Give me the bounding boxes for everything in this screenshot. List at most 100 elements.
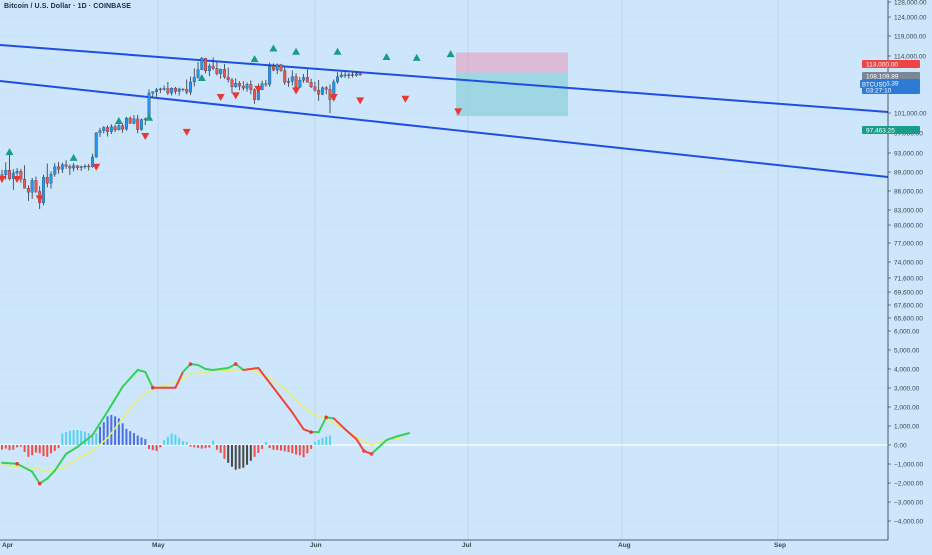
sell-marker: [141, 133, 150, 141]
histogram-bar: [230, 445, 233, 467]
histogram-bar: [219, 445, 222, 453]
candle: [313, 81, 317, 92]
candle-body: [87, 165, 91, 168]
candle: [8, 152, 11, 181]
price-tick-label: 128,000.00: [894, 0, 927, 7]
candle-body: [166, 88, 170, 94]
candle-body: [192, 77, 196, 83]
candle: [72, 163, 76, 172]
histogram-bar: [42, 445, 45, 457]
histogram-bar: [264, 442, 267, 445]
time-axis[interactable]: Apr May Jun Jul Aug Sep: [0, 539, 888, 549]
indicator-fast-line-segment: [385, 435, 399, 442]
price-badge: 97,463.25: [862, 126, 920, 135]
candle-body: [204, 58, 208, 72]
indicator-fast-line-segment: [76, 434, 94, 448]
candle: [113, 124, 117, 132]
candle-body: [91, 156, 94, 167]
histogram-bar: [1, 445, 3, 450]
candle-body: [305, 77, 309, 83]
indicator-fast-line-segment: [396, 432, 411, 438]
histogram-bar: [310, 445, 313, 449]
price-tick-label: 80,000.00: [894, 223, 923, 230]
indicator-pane: [0, 362, 888, 486]
candle-body: [177, 88, 181, 92]
candle: [185, 79, 189, 95]
candle: [215, 61, 219, 76]
candle: [140, 118, 143, 131]
candle-body: [23, 178, 27, 189]
candle-body: [158, 88, 162, 90]
candle: [192, 68, 196, 87]
price-badge-label: 108,109.89: [866, 74, 899, 81]
indicator-fast-line-segment: [197, 364, 207, 370]
candle: [309, 78, 313, 89]
candle: [207, 63, 211, 77]
price-tick-label: 5,000.00: [894, 348, 920, 355]
candle-body: [128, 117, 132, 124]
candle: [136, 114, 140, 134]
candle: [294, 73, 298, 89]
position-tool[interactable]: [456, 52, 568, 117]
candle-body: [211, 65, 215, 69]
candle: [222, 63, 226, 79]
indicator-fast-line-segment: [242, 366, 260, 371]
histogram-bar: [27, 445, 30, 457]
histogram-bar: [174, 434, 177, 445]
histogram-bar: [155, 445, 158, 451]
candle: [53, 163, 57, 177]
candle-body: [26, 188, 30, 193]
candle-body: [343, 74, 347, 77]
candle: [124, 116, 128, 131]
buy-marker: [69, 153, 78, 161]
histogram-bar: [313, 441, 316, 445]
histogram-bar: [302, 445, 305, 458]
price-tick-label: 69,600.00: [894, 290, 923, 297]
candle: [234, 78, 238, 88]
price-tick-label: 67,600.00: [894, 303, 923, 310]
sell-marker: [231, 92, 240, 100]
candle: [87, 163, 91, 171]
sell-marker: [13, 176, 22, 184]
candle-body: [264, 83, 268, 85]
buy-marker: [250, 55, 259, 63]
candle-body: [298, 80, 302, 88]
histogram-bar: [151, 445, 154, 451]
indicator-fast-line-segment: [31, 470, 41, 485]
candle-body: [181, 88, 185, 90]
histogram-bar: [114, 416, 117, 445]
sell-marker: [401, 95, 410, 103]
candle-body: [249, 84, 253, 90]
histogram-bar: [185, 441, 188, 445]
sell-marker: [92, 163, 101, 171]
histogram-bar: [253, 445, 256, 457]
histogram-bar: [291, 445, 294, 454]
candle: [230, 77, 234, 94]
candle-body: [238, 83, 241, 87]
indicator-fast-line-segment: [53, 452, 68, 472]
buy-marker: [382, 53, 391, 61]
buy-marker: [292, 47, 301, 55]
symbol-badge: BTCUSD: [860, 80, 887, 89]
candle: [358, 72, 362, 76]
histogram-bar: [295, 445, 298, 455]
indicator-fast-line-segment: [174, 370, 184, 389]
sell-marker: [329, 94, 338, 102]
indicator-fast-line-segment: [144, 370, 154, 389]
candle: [245, 82, 249, 92]
candle-body: [200, 58, 204, 70]
price-tick-label: 119,000.00: [894, 34, 926, 41]
price-tick-label: 93,000.00: [894, 151, 923, 158]
indicator-fast-line-segment: [181, 363, 192, 373]
buy-marker: [145, 113, 154, 121]
time-tick-label: Aug: [618, 542, 631, 549]
candle: [275, 63, 279, 75]
price-axis[interactable]: 128,000.00 124,000.00 119,000.00 114,000.00…: [887, 0, 927, 540]
indicator-fast-line-segment: [212, 366, 230, 371]
histogram-bar: [283, 445, 286, 452]
candle-body: [354, 73, 358, 76]
price-tick-label: 0.00: [894, 443, 907, 450]
candle-body: [185, 89, 189, 93]
